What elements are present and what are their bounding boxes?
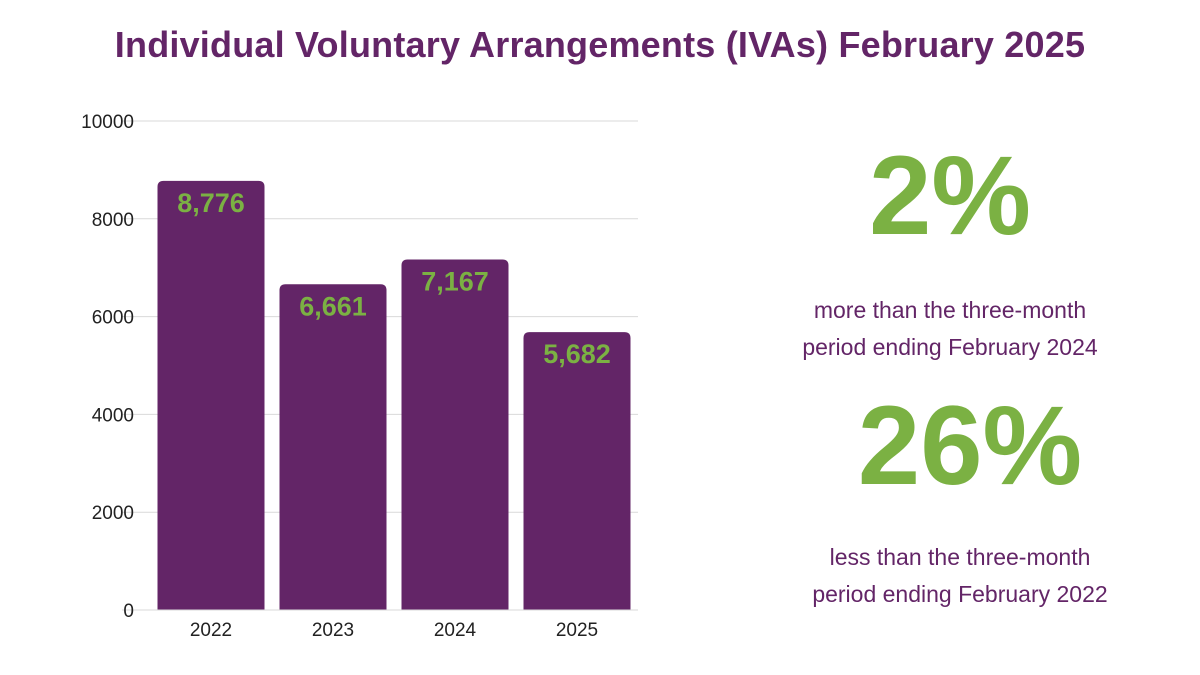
bar-2025: [523, 332, 631, 610]
chart-title: Individual Voluntary Arrangements (IVAs)…: [114, 24, 1086, 65]
stat-caption-1: more than the three-month period ending …: [740, 292, 1160, 366]
y-tick-label: 2000: [92, 503, 134, 524]
data-label: 7,167: [421, 267, 489, 297]
stat-caption-1-line1: more than the three-month: [813, 297, 1087, 323]
y-tick-label: 8000: [92, 210, 134, 231]
bar-2023: [279, 284, 387, 610]
stat-value-1: 2%: [869, 133, 1031, 258]
x-tick-label: 2024: [434, 620, 477, 641]
bar-2024: [401, 259, 509, 610]
stat-value-2: 26%: [857, 383, 1083, 508]
x-tick-label: 2023: [312, 620, 354, 641]
stat-caption-1-line2: period ending February 2024: [802, 334, 1098, 360]
data-label: 8,776: [177, 188, 245, 218]
stat-caption-2: less than the three-month period ending …: [750, 539, 1170, 613]
y-tick-label: 6000: [92, 308, 134, 329]
y-tick-label: 4000: [92, 405, 134, 426]
stat-caption-2-line2: period ending February 2022: [812, 581, 1108, 607]
y-tick-label: 0: [123, 601, 134, 622]
bar-2022: [157, 180, 265, 610]
data-label: 6,661: [299, 291, 367, 321]
x-tick-label: 2025: [556, 620, 598, 641]
x-tick-label: 2022: [190, 620, 232, 641]
data-label: 5,682: [543, 339, 611, 369]
y-tick-label: 10000: [81, 112, 134, 133]
stat-caption-2-line1: less than the three-month: [829, 544, 1091, 570]
bar-chart: 0 2000 4000 6000 8000 10000 8,776 2022 6,661 2023…: [81, 112, 638, 641]
